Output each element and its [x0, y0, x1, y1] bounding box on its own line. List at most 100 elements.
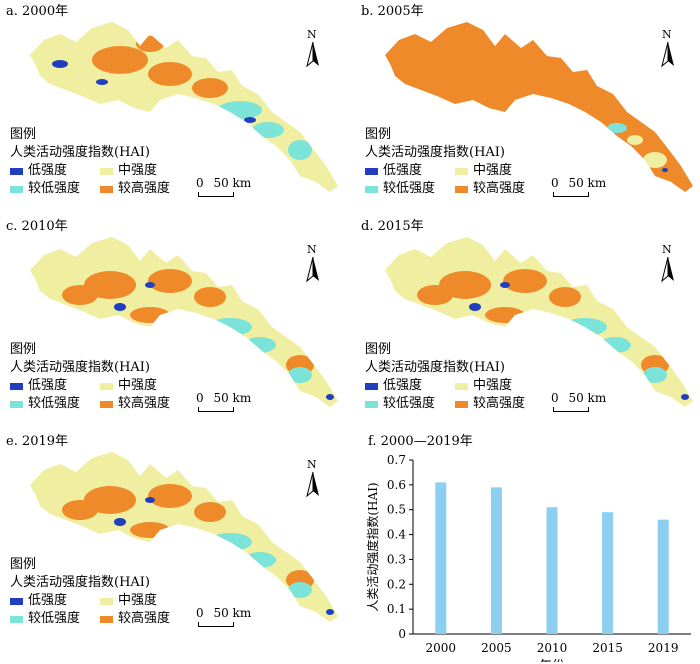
intensity-patch: [326, 394, 334, 400]
intensity-patch: [96, 79, 108, 85]
intensity-patch: [607, 123, 627, 133]
legend-label: 低强度: [28, 377, 67, 395]
intensity-patch: [52, 60, 68, 68]
north-arrow-icon: N: [302, 245, 324, 285]
intensity-patch: [563, 318, 607, 336]
intensity-patch: [244, 337, 276, 353]
legend-title: 图例: [10, 556, 190, 574]
legend-item: 低强度: [365, 162, 455, 180]
legend-swatch: [455, 383, 468, 390]
y-tick-label: 0.7: [387, 453, 406, 467]
legend-title: 图例: [10, 126, 190, 144]
bar-2010: [547, 507, 558, 634]
legend-swatch: [100, 616, 113, 623]
map-panel-0: a. 2000年 N 图例 人类活动强度指数(HAI) 低强度 中强度 较低强度 较高强度 0 …: [0, 0, 350, 220]
legend-swatch: [10, 616, 23, 623]
scale-zero: 0: [551, 391, 559, 405]
y-tick-label: 0.4: [387, 528, 406, 542]
scale-label: 50 km: [568, 176, 606, 190]
scale-label: 50 km: [213, 391, 251, 405]
intensity-patch: [627, 135, 643, 145]
x-tick-label: 2019: [648, 641, 679, 655]
x-tick-label: 2010: [537, 641, 568, 655]
legend-label: 中强度: [473, 377, 512, 395]
legend-swatch: [10, 186, 23, 193]
intensity-patch: [549, 287, 581, 307]
chart-title: f. 2000—2019年: [368, 430, 473, 449]
legend-item: 中强度: [100, 592, 190, 610]
scale-zero: 0: [196, 176, 204, 190]
bar-2015: [602, 512, 613, 634]
intensity-patch: [145, 497, 155, 503]
intensity-patch: [208, 318, 252, 336]
y-tick-label: 0: [398, 627, 406, 641]
y-tick-label: 0.1: [387, 602, 406, 616]
legend-label: 低强度: [383, 162, 422, 180]
scale-line: [553, 407, 589, 412]
intensity-patch: [185, 316, 195, 322]
intensity-patch: [145, 282, 155, 288]
legend-swatch: [100, 401, 113, 408]
y-axis-label: 人类活动强度指数(HAI): [365, 482, 380, 611]
intensity-patch: [114, 518, 126, 526]
north-arrow-icon: N: [657, 30, 679, 70]
intensity-patch: [417, 285, 453, 305]
legend-swatch: [365, 186, 378, 193]
x-tick-label: 2015: [592, 641, 623, 655]
y-tick-label: 0.5: [387, 503, 406, 517]
intensity-patch: [503, 269, 547, 293]
legend-swatch: [365, 383, 378, 390]
intensity-patch: [208, 533, 252, 551]
intensity-patch: [326, 609, 334, 615]
map-legend: 图例 人类活动强度指数(HAI) 低强度 中强度 较低强度 较高强度: [365, 341, 545, 413]
legend-subtitle: 人类活动强度指数(HAI): [10, 144, 190, 162]
intensity-patch: [185, 531, 195, 537]
map-panel-2: c. 2010年 N 图例 人类活动强度指数(HAI) 低强度 中强度 较低强度 较高强度 0 …: [0, 215, 350, 435]
intensity-patch: [130, 307, 170, 323]
legend-swatch: [100, 186, 113, 193]
scale-bar: 0 50 km: [551, 176, 606, 190]
legend-label: 较高强度: [473, 395, 525, 413]
legend-label: 中强度: [118, 162, 157, 180]
legend-label: 较高强度: [118, 180, 170, 198]
x-axis-label: 年份: [539, 659, 565, 662]
legend-item: 较高强度: [100, 180, 190, 198]
intensity-patch: [62, 285, 98, 305]
intensity-patch: [130, 522, 170, 538]
scale-bar: 0 50 km: [196, 606, 251, 620]
legend-label: 较高强度: [118, 610, 170, 628]
legend-label: 低强度: [28, 592, 67, 610]
legend-swatch: [455, 401, 468, 408]
legend-label: 中强度: [473, 162, 512, 180]
legend-title: 图例: [365, 126, 545, 144]
intensity-patch: [192, 78, 228, 98]
intensity-patch: [252, 122, 284, 138]
north-arrow-icon: N: [302, 460, 324, 500]
legend-swatch: [100, 383, 113, 390]
hai-bar-chart: 0 0.1 0.2 0.3 0.4 0.5 0.6 0.7 2000 2005 2010 2015 20…: [355, 448, 695, 662]
intensity-patch: [288, 140, 312, 160]
legend-subtitle: 人类活动强度指数(HAI): [365, 359, 545, 377]
legend-item: 较低强度: [10, 610, 100, 628]
scale-line: [553, 192, 589, 197]
legend-label: 较低强度: [28, 180, 80, 198]
y-tick-label: 0.6: [387, 478, 406, 492]
scale-zero: 0: [196, 606, 204, 620]
legend-label: 较高强度: [473, 180, 525, 198]
intensity-patch: [643, 367, 667, 383]
legend-item: 中强度: [100, 377, 190, 395]
legend-label: 中强度: [118, 592, 157, 610]
legend-item: 较低强度: [10, 395, 100, 413]
intensity-patch: [218, 101, 262, 119]
scale-line: [198, 192, 234, 197]
intensity-patch: [194, 287, 226, 307]
legend-subtitle: 人类活动强度指数(HAI): [365, 144, 545, 162]
legend-label: 较低强度: [28, 395, 80, 413]
intensity-patch: [244, 117, 256, 123]
bar-2005: [491, 487, 502, 634]
scale-bar: 0 50 km: [196, 176, 251, 190]
legend-item: 较高强度: [100, 610, 190, 628]
legend-swatch: [455, 168, 468, 175]
legend-label: 较低强度: [383, 180, 435, 198]
map-legend: 图例 人类活动强度指数(HAI) 低强度 中强度较低强度 较高强度: [365, 126, 545, 198]
